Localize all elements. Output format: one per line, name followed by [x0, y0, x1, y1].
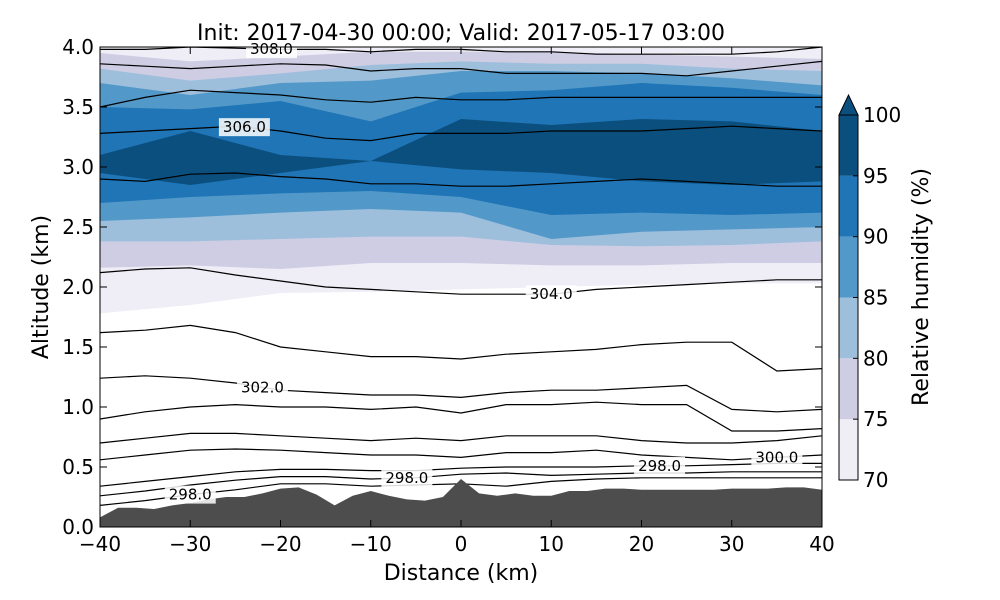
x-axis-title: Distance (km)	[384, 561, 539, 586]
contour-label-bg	[525, 285, 577, 304]
colorbar-segment-90	[839, 175, 858, 237]
contour-label: 308.0	[250, 40, 293, 58]
theta-contour-3	[100, 448, 822, 461]
y-tick-label: 0.5	[62, 455, 94, 479]
terrain-layer	[100, 479, 822, 527]
theta-contour-7	[100, 324, 822, 372]
colorbar-segment-70	[839, 419, 858, 480]
colorbar-tick-label: 85	[863, 286, 888, 310]
x-tick-label: −20	[259, 532, 301, 556]
contour-label-bg	[245, 40, 297, 59]
y-tick-label: 2.0	[62, 275, 94, 299]
colorbar-segment-85	[839, 236, 858, 298]
x-tick-label: −30	[169, 532, 211, 556]
theta-contour-5	[100, 401, 822, 432]
colorbar-tick-label: 90	[863, 225, 888, 249]
theta-contour-9	[100, 172, 822, 187]
y-tick-label: 4.0	[62, 35, 94, 59]
y-tick-label: 1.0	[62, 395, 94, 419]
contour-label-bg	[164, 485, 216, 504]
colorbar: 70 75 80 85 90 95 100	[838, 93, 901, 492]
theta-contour-6	[100, 375, 822, 413]
terrain-fill	[100, 479, 822, 527]
contour-label-bg	[751, 448, 803, 467]
theta-contour-12	[100, 60, 822, 77]
theta-contour-11	[100, 89, 822, 108]
theta-contour-4	[100, 432, 822, 444]
contour-label-bg	[381, 469, 433, 488]
x-tick-label: 0	[455, 532, 468, 556]
y-tick-label: 3.5	[62, 95, 94, 119]
contour-label: 298.0	[638, 457, 681, 475]
colorbar-segment-95	[839, 115, 858, 176]
colorbar-tick-label: 75	[863, 407, 888, 431]
y-tick-label: 3.0	[62, 155, 94, 179]
colorbar-extend-arrow	[838, 93, 859, 116]
theta-contour-8	[100, 267, 822, 295]
x-tick-label: 10	[539, 532, 564, 556]
x-tick-label: 30	[719, 532, 744, 556]
x-tick-label: 20	[629, 532, 654, 556]
plot-area	[100, 47, 822, 527]
rh-fill-layer	[100, 47, 822, 314]
x-tick-label: −10	[350, 532, 392, 556]
theta-contour-1	[100, 471, 822, 497]
contour-label-layer: 298.0 298.0 298.0 300.0 302.0 304.0 306.0 308.0	[164, 40, 803, 504]
y-tick-label: 1.5	[62, 335, 94, 359]
contour-label: 300.0	[755, 448, 798, 466]
rh-band-95	[100, 119, 822, 185]
contour-label: 302.0	[241, 378, 284, 396]
contour-label: 298.0	[169, 486, 212, 504]
colorbar-tick-label: 95	[863, 164, 888, 188]
colorbar-tick-label: 70	[863, 468, 888, 492]
theta-contour-2	[100, 462, 822, 487]
contour-label-bg	[236, 378, 288, 397]
colorbar-title: Relative humidity (%)	[909, 168, 934, 406]
y-tick-label: 0.0	[62, 515, 94, 539]
contour-label: 306.0	[223, 118, 266, 136]
contour-label-bg	[218, 118, 270, 137]
contour-label: 304.0	[530, 285, 573, 303]
colorbar-segment-80	[839, 297, 858, 359]
colorbar-tick-label: 80	[863, 346, 888, 370]
x-axis: −40 −30 −20 −10 0 10 20 30 40	[79, 47, 835, 556]
colorbar-segment-75	[839, 358, 858, 420]
colorbar-tick-label: 100	[863, 103, 901, 127]
theta-contour-layer	[100, 47, 822, 506]
x-tick-label: 40	[809, 532, 834, 556]
y-axis-title: Altitude (km)	[29, 215, 54, 359]
x-tick-label: −40	[79, 532, 121, 556]
y-axis: 0.0 0.5 1.0 1.5 2.0 2.5 3.0 3.5 4.0	[62, 35, 822, 539]
y-tick-label: 2.5	[62, 215, 94, 239]
contour-label-bg	[634, 456, 686, 475]
contour-label: 298.0	[385, 469, 428, 487]
